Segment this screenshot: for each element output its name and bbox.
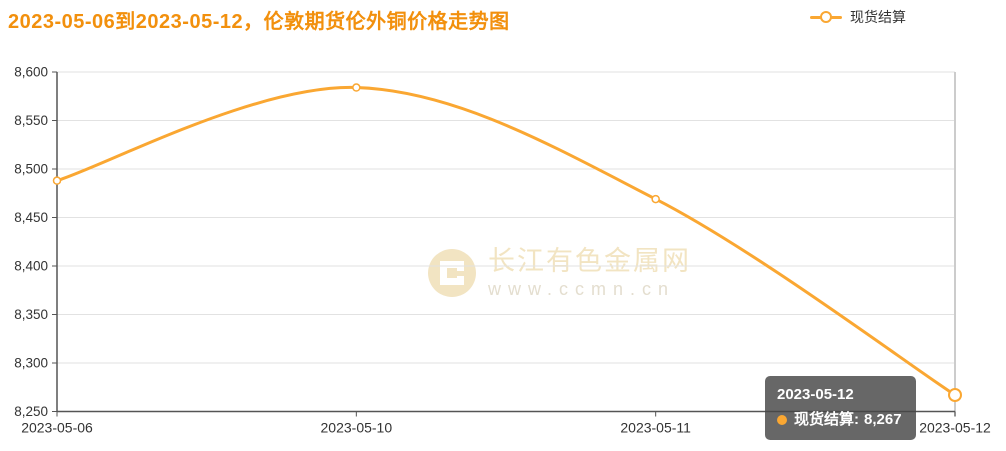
line-series-marker-icon [810, 6, 842, 28]
data-point-2023-05-10[interactable] [352, 83, 361, 92]
y-tick-label: 8,350 [14, 307, 48, 322]
tooltip-value: 8,267 [864, 410, 902, 428]
y-tick-label: 8,300 [14, 356, 48, 371]
tooltip: 2023-05-12 现货结算: 8,267 [765, 376, 916, 440]
legend-item-spot-settlement[interactable]: 现货结算 [810, 6, 906, 28]
y-tick-label: 8,600 [14, 65, 48, 80]
y-tick-label: 8,250 [14, 404, 48, 419]
y-tick-label: 8,550 [14, 113, 48, 128]
chart-title: 2023-05-06到2023-05-12，伦敦期货伦外铜价格走势图 [8, 11, 510, 33]
tooltip-date: 2023-05-12 [777, 386, 854, 403]
series-dot-icon [777, 414, 787, 425]
tooltip-series-row: 现货结算: 8,267 [777, 409, 902, 431]
x-tick-label: 2023-05-06 [21, 420, 93, 436]
tooltip-series-label: 现货结算: [794, 410, 859, 428]
data-point-2023-05-12[interactable] [948, 388, 962, 403]
x-tick-label: 2023-05-12 [919, 420, 991, 436]
y-tick-label: 8,400 [14, 259, 48, 274]
legend-circle-icon [820, 11, 832, 23]
legend-label: 现货结算 [850, 9, 906, 25]
y-tick-label: 8,450 [14, 210, 48, 225]
y-tick-label: 8,500 [14, 162, 48, 177]
series-line [55, 86, 957, 397]
x-tick-label: 2023-05-11 [620, 420, 691, 436]
data-point-2023-05-06[interactable] [52, 176, 62, 185]
data-point-2023-05-11[interactable] [651, 194, 660, 204]
x-tick-label: 2023-05-10 [321, 420, 393, 436]
